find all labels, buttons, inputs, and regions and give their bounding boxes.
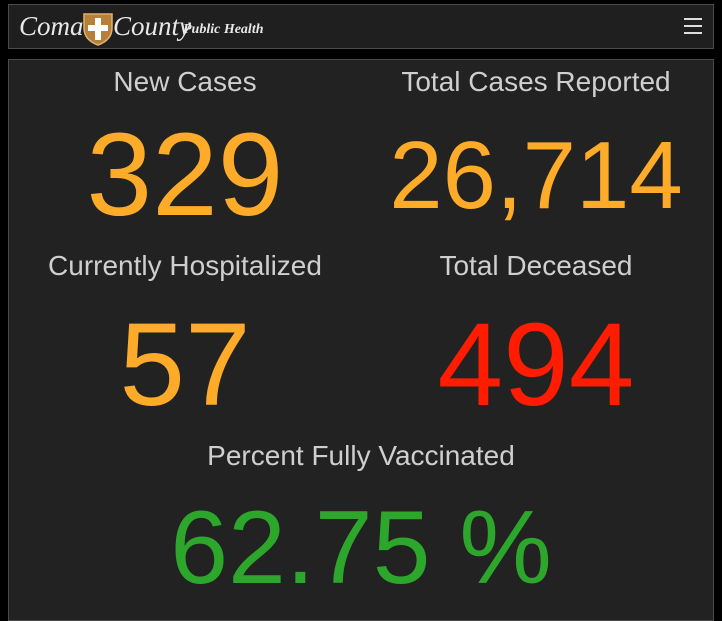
tile-label: New Cases xyxy=(113,66,257,97)
tile-label: Percent Fully Vaccinated xyxy=(207,440,515,471)
tile-value: 494 xyxy=(437,299,635,431)
logo-tagline: Public Health xyxy=(183,22,264,37)
stats-panel xyxy=(8,59,714,621)
logo-text: Comal xyxy=(19,11,92,41)
tile-value: 329 xyxy=(86,109,284,241)
logo-text: County xyxy=(113,11,191,41)
logo-shield xyxy=(83,13,113,46)
menu-button[interactable] xyxy=(683,17,703,35)
tile-value: 26,714 xyxy=(389,122,683,229)
header: Comal County Public Health xyxy=(8,4,714,49)
tile-label: Total Deceased xyxy=(439,250,633,281)
tile-label: Total Cases Reported xyxy=(401,66,671,97)
tile-label: Currently Hospitalized xyxy=(48,250,322,281)
page: Comal County Public Health New Cases 329… xyxy=(8,4,714,621)
tile-value: 57 xyxy=(119,299,251,431)
tile-value: 62.75 % xyxy=(170,490,552,606)
